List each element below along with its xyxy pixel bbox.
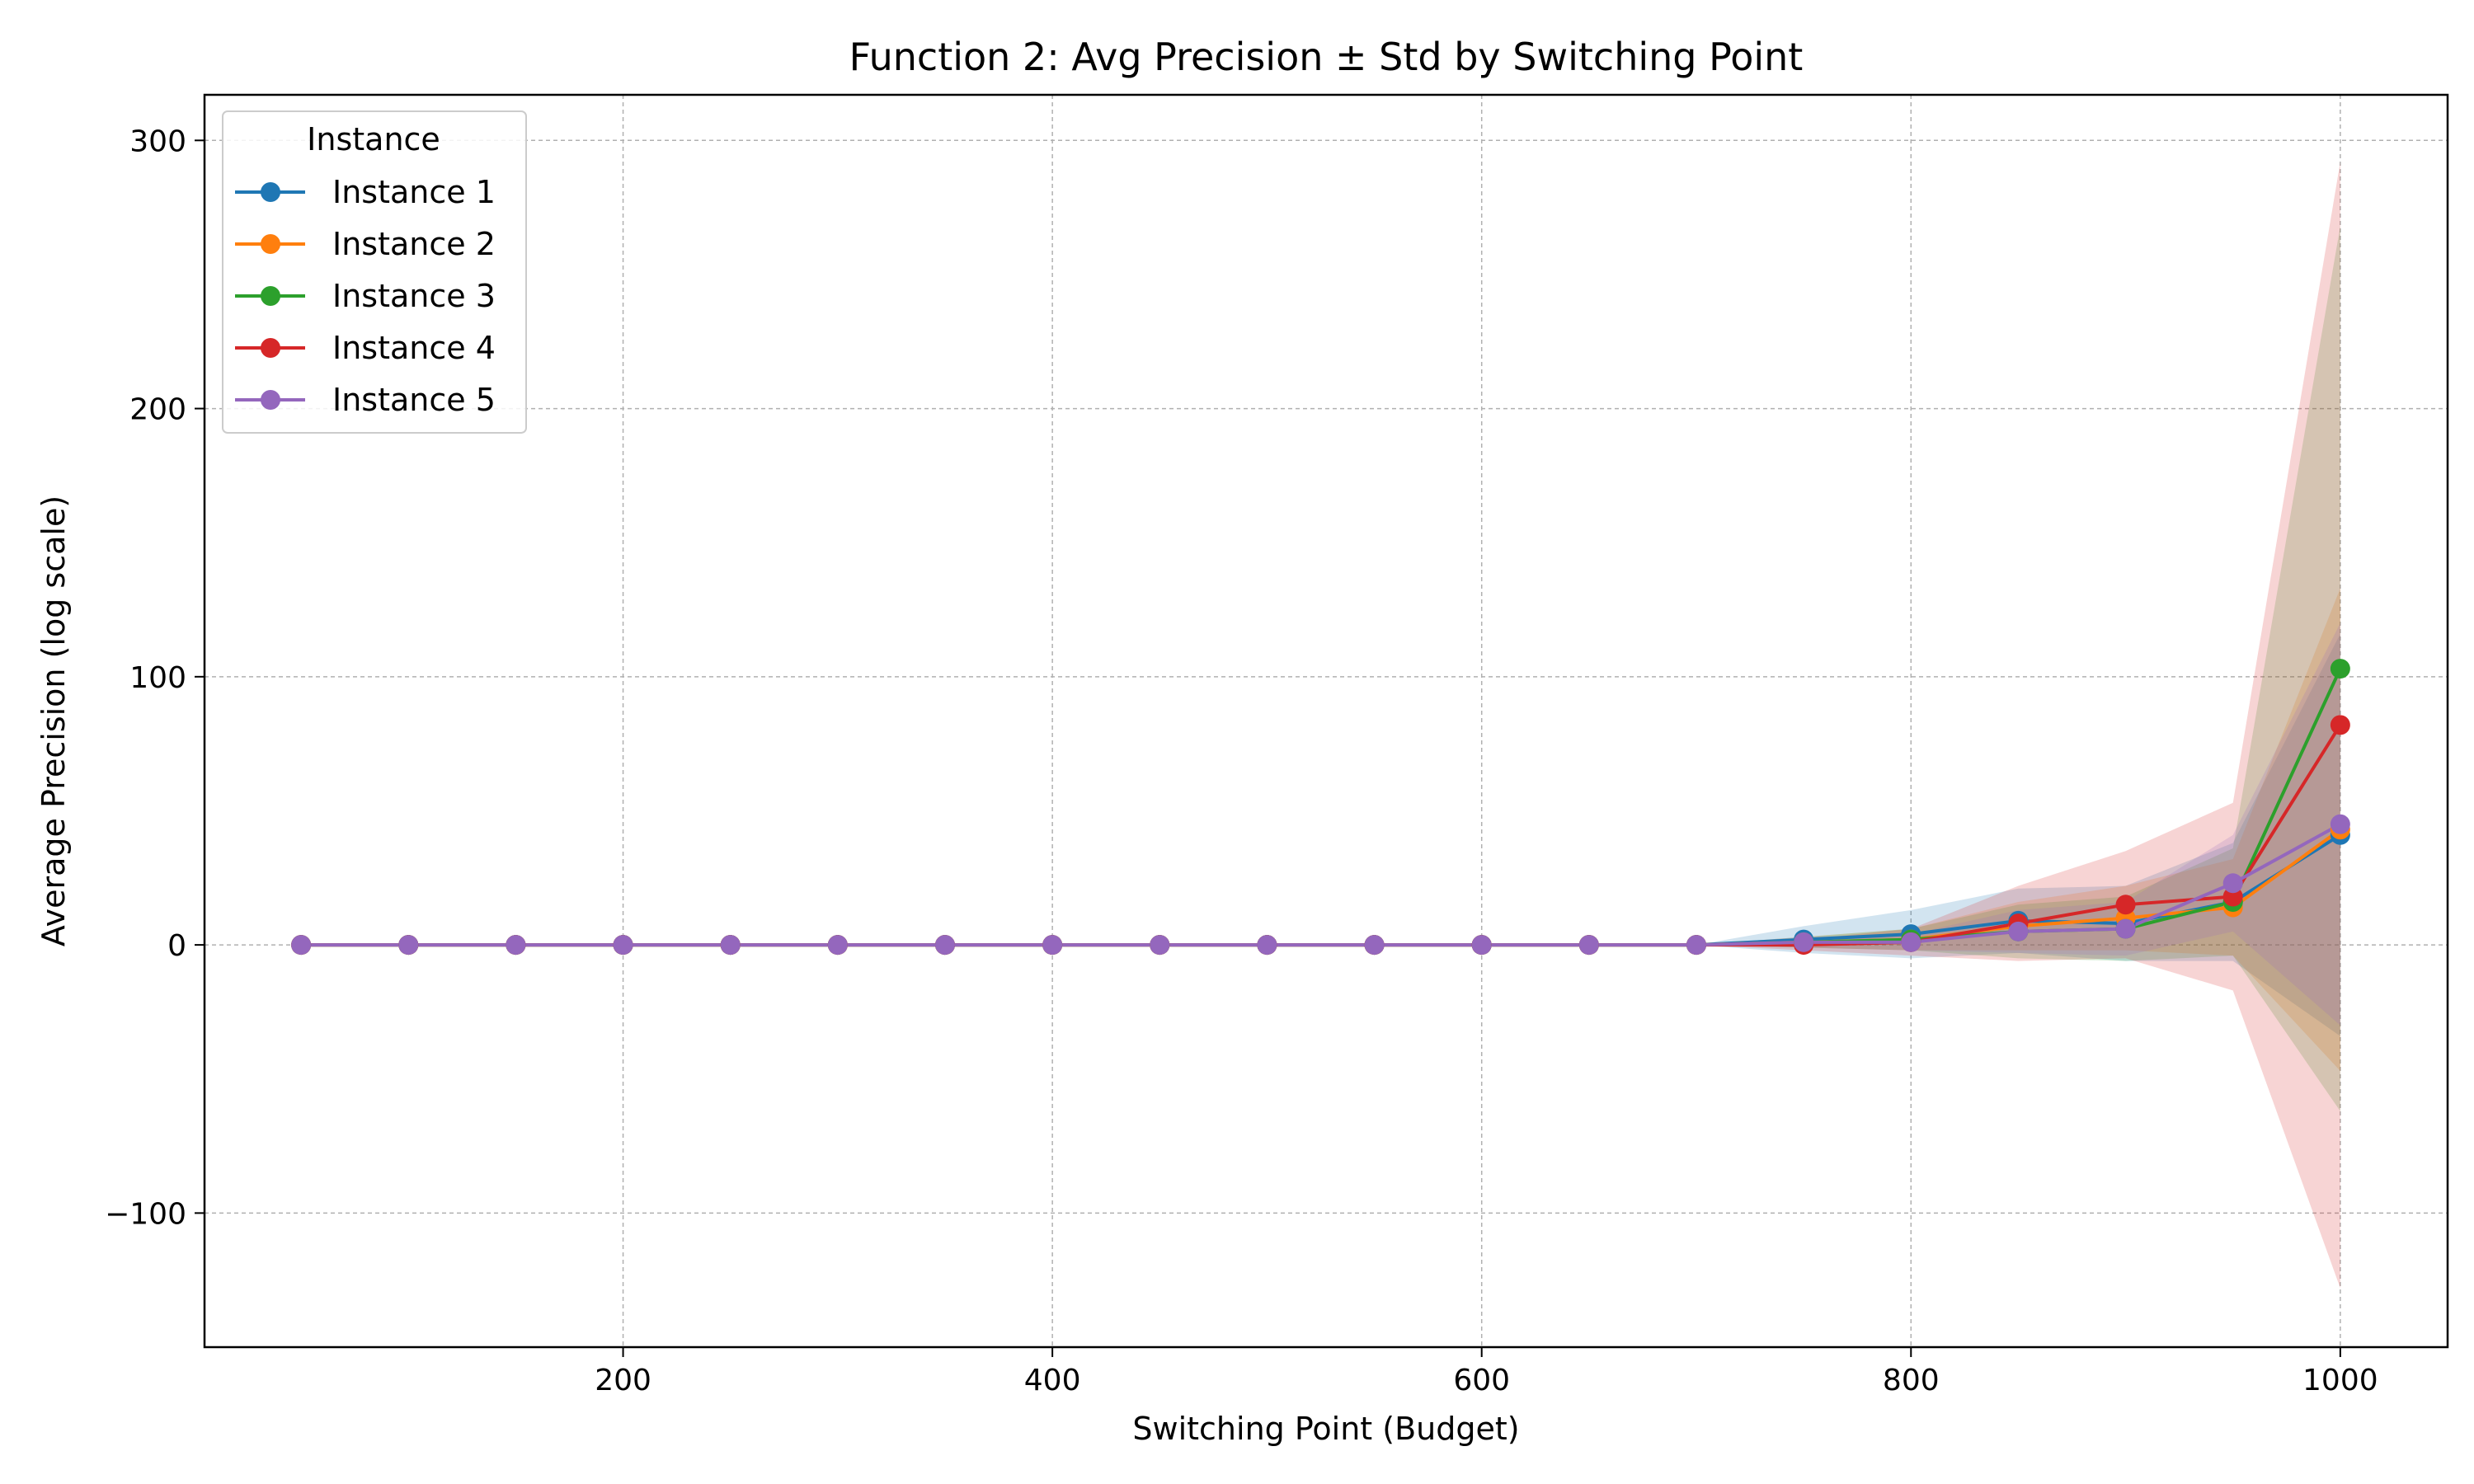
x-axis-label: Switching Point (Budget) [1132, 1411, 1519, 1447]
data-point [2222, 873, 2243, 894]
data-point [2330, 715, 2350, 735]
data-point [2115, 895, 2136, 915]
x-tick-label: 600 [1453, 1364, 1510, 1397]
x-tick-label: 1000 [2302, 1364, 2378, 1397]
data-point [1901, 932, 1921, 952]
legend-title: Instance [307, 121, 440, 157]
data-point [2330, 814, 2350, 834]
series-line [301, 822, 2341, 947]
x-tick-label: 200 [595, 1364, 651, 1397]
std-bands [301, 162, 2340, 1289]
data-point [1042, 935, 1063, 956]
y-axis: −100 0 100 200 300 [105, 124, 205, 1231]
legend-marker [261, 338, 280, 358]
legend-label: Instance 3 [332, 278, 496, 314]
data-point [1578, 935, 1599, 956]
data-point [1257, 935, 1277, 956]
data-point [1794, 932, 1814, 952]
data-point [2115, 918, 2136, 939]
y-tick-label: 300 [129, 124, 186, 158]
data-point [1364, 935, 1385, 956]
data-point [2008, 921, 2029, 942]
series-points [291, 659, 2350, 956]
data-point [291, 935, 312, 956]
plot-frame [203, 93, 2449, 1349]
legend-marker [261, 182, 280, 202]
y-axis-label: Average Precision (log scale) [35, 495, 72, 946]
legend-label: Instance 1 [332, 174, 496, 210]
data-point [506, 935, 526, 956]
y-tick-label: −100 [105, 1197, 186, 1231]
y-tick-label: 100 [129, 661, 186, 695]
data-point [1150, 935, 1170, 956]
chart-title: Function 2: Avg Precision ± Std by Switc… [849, 35, 1804, 79]
data-point [398, 935, 419, 956]
data-point [934, 935, 955, 956]
legend-label: Instance 2 [332, 226, 496, 262]
data-point [1471, 935, 1492, 956]
x-tick-label: 400 [1024, 1364, 1081, 1397]
legend-marker [261, 234, 280, 254]
data-point [827, 935, 848, 956]
legend-label: Instance 5 [332, 382, 496, 418]
y-tick-label: 200 [129, 393, 186, 427]
std-band [301, 633, 2340, 1036]
legend-label: Instance 4 [332, 330, 496, 366]
y-tick-label: 0 [167, 929, 186, 963]
data-point [720, 935, 741, 956]
data-point [613, 935, 633, 956]
legend-marker [261, 390, 280, 410]
data-point [2330, 659, 2350, 679]
legend: Instance Instance 1 Instance 2 Instance 3 I… [222, 110, 527, 434]
legend-marker [261, 286, 280, 306]
x-tick-label: 800 [1883, 1364, 1940, 1397]
data-point [1686, 935, 1706, 956]
x-axis: 200 400 600 800 1000 [595, 1347, 2378, 1397]
series-lines [301, 668, 2342, 947]
